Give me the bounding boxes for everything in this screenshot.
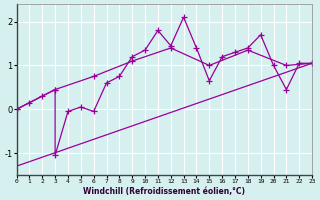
X-axis label: Windchill (Refroidissement éolien,°C): Windchill (Refroidissement éolien,°C) xyxy=(83,187,245,196)
